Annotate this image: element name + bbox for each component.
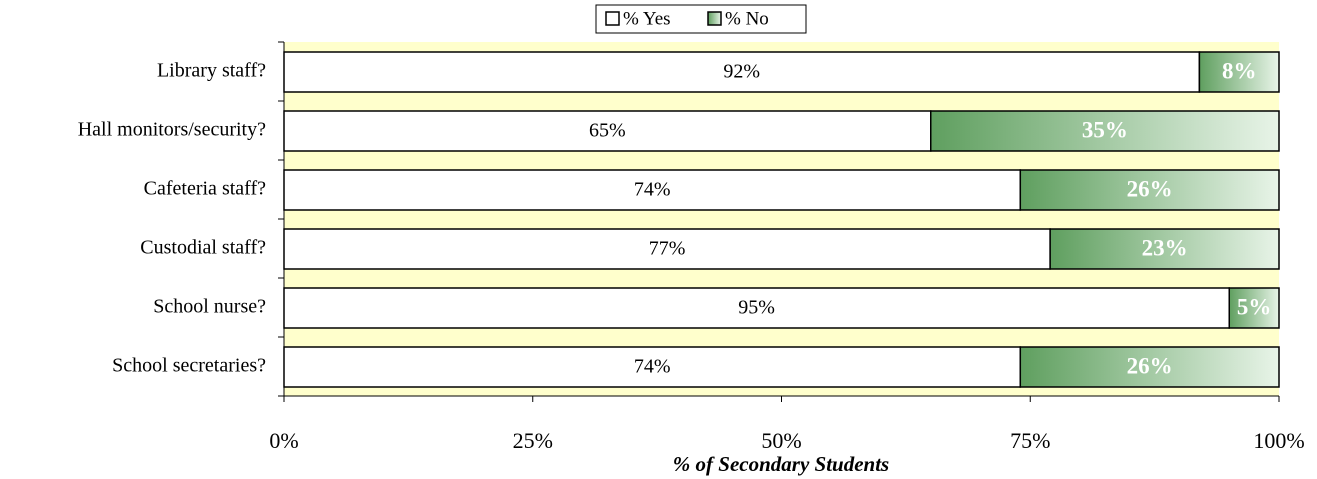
x-tick-label: 25% (513, 428, 553, 453)
data-label: 8% (1222, 58, 1257, 83)
plot-area (284, 42, 1279, 396)
x-axis-title: % of Secondary Students (673, 452, 889, 476)
legend-label: % Yes (623, 8, 671, 29)
bar-segment (1198, 51, 1280, 93)
category-label: Hall monitors/security? (78, 119, 266, 141)
category-label: Cafeteria staff? (144, 178, 266, 200)
legend-swatch (605, 11, 620, 26)
bar-segment (283, 346, 1022, 388)
x-tick-label: 75% (1010, 428, 1050, 453)
data-label: 35% (1082, 117, 1128, 142)
category-label: Custodial staff? (140, 237, 266, 259)
bar-segment (930, 110, 1280, 152)
data-label: 26% (1127, 353, 1173, 378)
data-label: 95% (738, 297, 775, 319)
data-label: 5% (1237, 294, 1272, 319)
x-tick-label: 50% (761, 428, 801, 453)
bar-segment (1019, 169, 1280, 211)
data-label: 65% (589, 120, 626, 142)
category-label: Library staff? (157, 60, 266, 82)
bar-segment (283, 110, 932, 152)
data-label: 74% (634, 179, 671, 201)
x-tick-label: 100% (1253, 428, 1304, 453)
category-label: School secretaries? (112, 355, 266, 377)
bar-segment (1049, 228, 1280, 270)
data-label: 77% (649, 238, 686, 260)
data-label: 74% (634, 356, 671, 378)
bar-segment (283, 228, 1051, 270)
legend-label: % No (725, 8, 769, 29)
legend-box (595, 4, 807, 34)
bar-segment (1019, 346, 1280, 388)
x-tick-label: 0% (269, 428, 298, 453)
bar-segment (1228, 287, 1280, 329)
data-label: 26% (1127, 176, 1173, 201)
legend-swatch (707, 11, 722, 26)
data-label: 23% (1142, 235, 1188, 260)
data-label: 92% (723, 61, 760, 83)
category-label: School nurse? (153, 296, 266, 318)
